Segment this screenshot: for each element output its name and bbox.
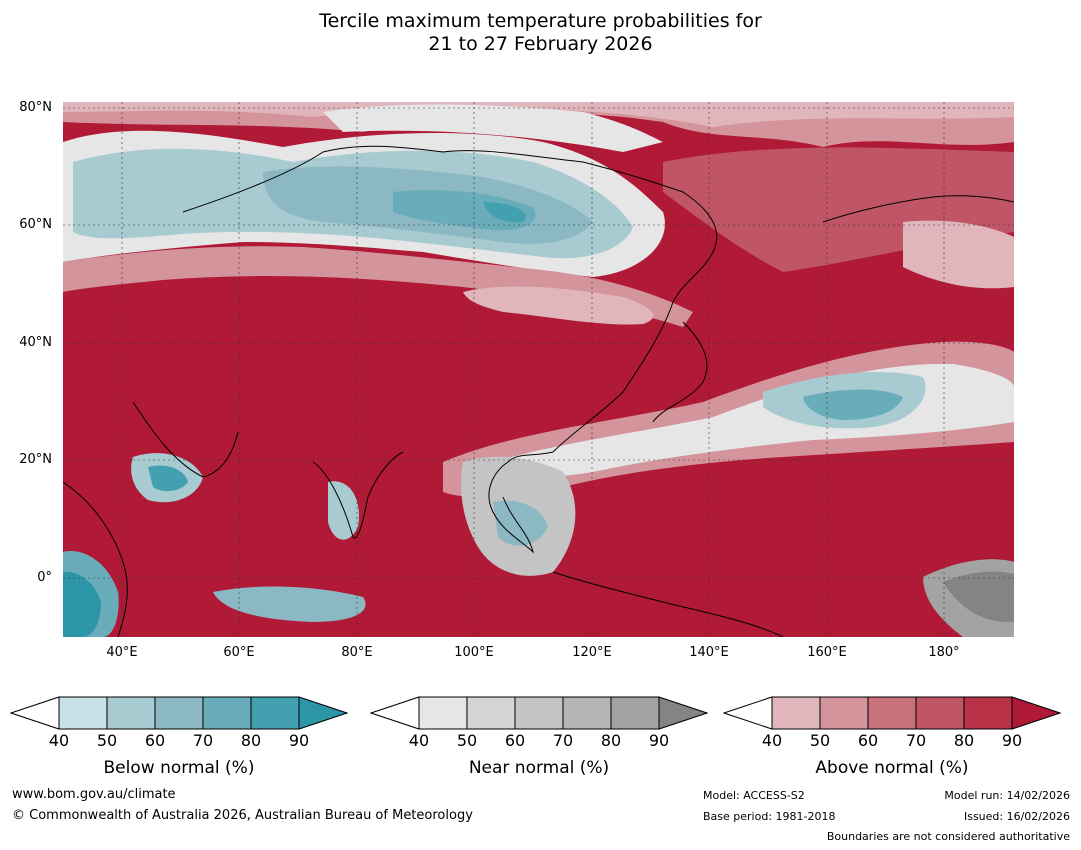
colorbar-above-high-triangle [1011, 696, 1061, 730]
india-below-normal [328, 481, 359, 540]
above-tick-90: 90 [1001, 731, 1023, 750]
arctic-light [63, 102, 1014, 127]
lon-label-180: 180° [928, 645, 960, 660]
colorbar-above-seg-4 [915, 696, 965, 730]
pacific-near-normal-max [943, 571, 1014, 623]
lon-label-60e: 60°E [223, 645, 255, 660]
lon-label-80e: 80°E [341, 645, 373, 660]
near-tick-90: 90 [648, 731, 670, 750]
colorbar-above-low-triangle [723, 696, 773, 730]
colorbar-below-high-triangle [298, 696, 348, 730]
below-normal-label: Below normal (%) [103, 758, 255, 778]
graticule [63, 102, 1014, 637]
near-tick-70: 70 [552, 731, 574, 750]
below-tick-60: 60 [144, 731, 166, 750]
map-title: Tercile maximum temperature probabilitie… [0, 10, 1081, 56]
east-africa-below-90 [63, 571, 101, 637]
siberia-below-70 [393, 190, 536, 231]
colorbar-above-seg-3 [867, 696, 917, 730]
colorbar-above-seg-5 [963, 696, 1013, 730]
colorbar-near-seg-2 [466, 696, 516, 730]
arctic-near-normal [323, 104, 663, 152]
colorbar-below-seg-5 [250, 696, 300, 730]
near-tick-80: 80 [600, 731, 622, 750]
lat-label-0: 0° [37, 570, 52, 585]
coastlines [63, 145, 1014, 637]
below-tick-90: 90 [288, 731, 310, 750]
mongolia-patch [463, 286, 654, 325]
near-normal-label: Near normal (%) [468, 758, 610, 778]
title-line-2: 21 to 27 February 2026 [428, 33, 653, 55]
probability-map [63, 102, 1014, 637]
lon-label-40e: 40°E [106, 645, 138, 660]
colorbar-near-normal [370, 696, 708, 730]
bom-url-link[interactable]: www.bom.gov.au/climate [12, 787, 176, 802]
arabia-below-80 [148, 465, 188, 492]
model-name: Model: ACCESS-S2 [703, 789, 805, 802]
above-tick-80: 80 [953, 731, 975, 750]
colorbar-below-normal [10, 696, 348, 730]
siberia-below-80 [483, 202, 526, 223]
copyright-notice: © Commonwealth of Australia 2026, Austra… [12, 808, 473, 823]
below-tick-80: 80 [240, 731, 262, 750]
lon-label-140e: 140°E [689, 645, 729, 660]
above-normal-label: Above normal (%) [815, 758, 969, 778]
colorbar-near-seg-3 [514, 696, 564, 730]
colorbar-near-low-triangle [370, 696, 420, 730]
indochina-below-normal [493, 500, 548, 546]
bering-light [903, 220, 1014, 289]
lon-label-160e: 160°E [807, 645, 847, 660]
colorbar-below-seg-1 [58, 696, 108, 730]
colorbar-near-seg-5 [610, 696, 660, 730]
mid-latitude-transition [63, 246, 693, 327]
colorbar-below-low-triangle [10, 696, 60, 730]
lon-label-120e: 120°E [572, 645, 612, 660]
above-tick-60: 60 [857, 731, 879, 750]
lat-label-40n: 40°N [19, 335, 52, 350]
above-tick-50: 50 [809, 731, 831, 750]
near-tick-60: 60 [504, 731, 526, 750]
near-tick-50: 50 [456, 731, 478, 750]
colorbar-near-seg-4 [562, 696, 612, 730]
colorbar-above-normal [723, 696, 1061, 730]
colorbar-below-seg-3 [154, 696, 204, 730]
colorbar-above-seg-1 [771, 696, 821, 730]
pacific-below-70 [803, 389, 903, 420]
below-tick-50: 50 [96, 731, 118, 750]
colorbar-near-high-triangle [658, 696, 708, 730]
lat-label-60n: 60°N [19, 217, 52, 232]
lat-label-20n: 20°N [19, 452, 52, 467]
lon-label-100e: 100°E [454, 645, 494, 660]
colorbar-below-seg-2 [106, 696, 156, 730]
above-tick-40: 40 [761, 731, 783, 750]
colorbar-near-seg-1 [418, 696, 468, 730]
issued-date: Issued: 16/02/2026 [963, 810, 1070, 823]
indian-ocean-below-normal [213, 586, 366, 622]
below-tick-70: 70 [192, 731, 214, 750]
title-line-1: Tercile maximum temperature probabilitie… [319, 10, 762, 32]
map-canvas [63, 102, 1014, 637]
near-tick-40: 40 [408, 731, 430, 750]
colorbar-above-seg-2 [819, 696, 869, 730]
below-tick-40: 40 [48, 731, 70, 750]
above-tick-70: 70 [905, 731, 927, 750]
boundaries-disclaimer: Boundaries are not considered authoritat… [826, 830, 1070, 843]
base-period: Base period: 1981-2018 [703, 810, 836, 823]
lat-label-80n: 80°N [19, 100, 52, 115]
colorbar-below-seg-4 [202, 696, 252, 730]
model-run-date: Model run: 14/02/2026 [944, 789, 1070, 802]
